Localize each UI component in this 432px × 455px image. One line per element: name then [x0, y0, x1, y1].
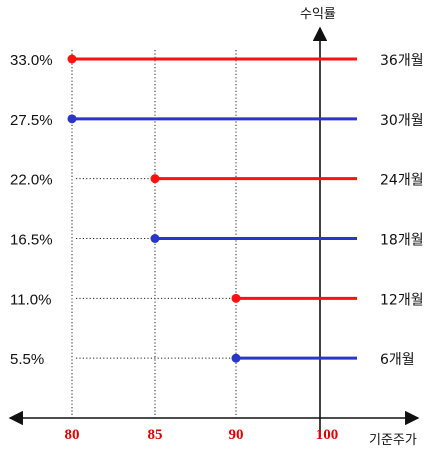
series-label: 18개월	[380, 233, 424, 249]
x-tick-label-80: 80	[65, 427, 80, 443]
series-point-6개월	[231, 353, 241, 363]
series-point-24개월	[150, 174, 160, 184]
series-point-12개월	[231, 293, 241, 303]
guide-lines	[71, 50, 237, 418]
y-value-label: 22.0%	[10, 172, 53, 189]
series-label: 6개월	[380, 352, 415, 368]
x-tick-labels: 80 85 90 100	[65, 427, 339, 443]
x-tick-label-90: 90	[229, 427, 244, 443]
x-tick-label-85: 85	[148, 427, 163, 443]
series-point-18개월	[150, 234, 160, 243]
x-axis-title: 기준주가	[369, 433, 417, 448]
series-point-30개월	[67, 114, 77, 124]
y-axis-title: 수익률	[300, 7, 336, 22]
y-value-label: 27.5%	[10, 112, 53, 129]
series-label: 12개월	[380, 292, 424, 308]
series-group: 33.0% 36개월 27.5% 30개월 22.0% 24개월 16.5% 18개월 11.0…	[10, 52, 424, 368]
x-tick-label-100: 100	[316, 427, 339, 443]
y-value-label: 16.5%	[10, 232, 53, 249]
series-label: 24개월	[380, 173, 424, 189]
series-label: 36개월	[380, 53, 424, 69]
y-value-label: 33.0%	[10, 52, 53, 69]
y-value-label: 11.0%	[10, 291, 51, 308]
series-label: 30개월	[380, 113, 424, 129]
axes: 수익률 기준주가	[8, 7, 420, 448]
series-point-36개월	[67, 54, 77, 64]
y-value-label: 5.5%	[10, 351, 44, 368]
